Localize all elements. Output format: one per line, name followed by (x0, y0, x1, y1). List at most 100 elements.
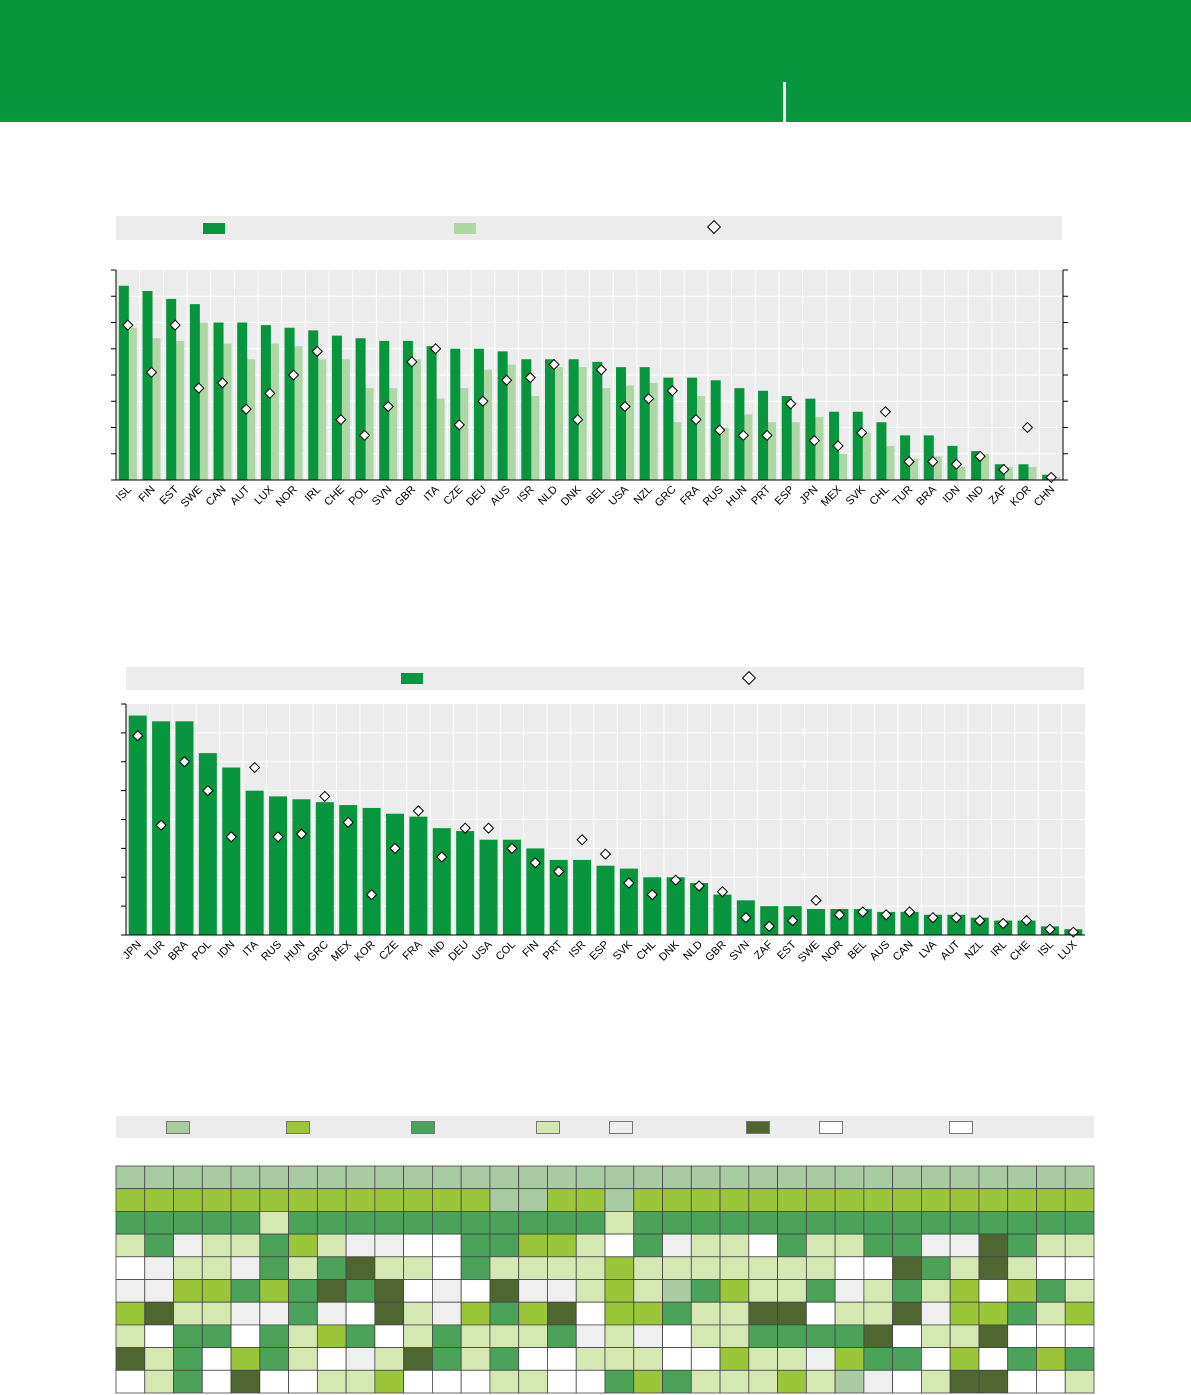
chart1-xtick-label: IND (964, 484, 986, 506)
chart2-diamond-mex (342, 816, 354, 829)
heatmap-cell (460, 1233, 491, 1258)
heatmap-cell (1036, 1256, 1066, 1280)
heatmap-cell (201, 1301, 232, 1326)
heatmap-cell (403, 1369, 433, 1394)
heatmap-cell (432, 1256, 462, 1280)
chart1-diamond-svn (382, 400, 394, 413)
chart1-bar-light-nld (552, 367, 563, 480)
heatmap-cell (662, 1324, 692, 1349)
chart2-xtick-label: SWE (796, 939, 822, 965)
chart2-diamond-deu (459, 822, 471, 834)
chart1-diamond-rus (714, 424, 726, 436)
chart1-xtick-label: BEL (584, 484, 607, 507)
heatmap-cell (115, 1301, 146, 1326)
chart1-xtick-label: CZE (441, 484, 465, 508)
heatmap-cell (230, 1233, 261, 1258)
heatmap-cell (805, 1233, 836, 1258)
heatmap-cell (777, 1369, 807, 1394)
heatmap-cell (1036, 1301, 1066, 1326)
heatmap-cell (1036, 1165, 1066, 1190)
heatmap-cell (690, 1279, 721, 1303)
heatmap-cell (230, 1279, 261, 1303)
chart1-diamond-svk (856, 427, 868, 439)
heatmap-cell (805, 1347, 836, 1371)
heatmap-cell (460, 1165, 491, 1190)
chart1-xtick-label: ITA (422, 483, 442, 503)
heatmap-legend-swatch-h (949, 1121, 973, 1134)
chart2-bar-dark-isr (573, 859, 592, 935)
heatmap-cell (115, 1233, 146, 1258)
heatmap-cell (949, 1211, 980, 1235)
chart2-diamond-fin (529, 857, 541, 869)
heatmap-cell (748, 1165, 778, 1190)
heatmap-cell (316, 1256, 347, 1280)
heatmap-cell (892, 1188, 922, 1212)
chart1-diamond-aut (240, 403, 252, 415)
heatmap-cell (345, 1188, 376, 1212)
heatmap-cell (374, 1301, 405, 1326)
heatmap-cell (604, 1256, 635, 1280)
heatmap-cell (288, 1301, 318, 1326)
heatmap-cell (259, 1324, 289, 1349)
heatmap-cell (834, 1165, 865, 1190)
heatmap-legend-swatch-a (166, 1121, 190, 1134)
chart1-bar-light-irl (316, 359, 327, 480)
heatmap-cell (460, 1301, 491, 1326)
heatmap-cell (489, 1369, 520, 1394)
heatmap-cell (374, 1188, 405, 1212)
chart2-diamond-che (1020, 914, 1033, 927)
chart2-bar-dark-dnk (666, 877, 685, 935)
chart1-bar-dark-est (166, 298, 177, 480)
heatmap-cell (230, 1369, 261, 1394)
heatmap-cell (432, 1165, 462, 1190)
chart2-xtick-label: HUN (282, 939, 307, 964)
heatmap-cell (489, 1279, 520, 1303)
heatmap-cell (978, 1301, 1009, 1326)
chart1-diamond-can (216, 377, 229, 389)
heatmap-cell (144, 1347, 174, 1371)
heatmap-cell (978, 1256, 1009, 1280)
heatmap-cell (460, 1279, 491, 1303)
heatmap-cell (173, 1279, 203, 1303)
heatmap-cell (144, 1324, 174, 1349)
heatmap-cell (863, 1324, 894, 1349)
chart1-xtick-label: USA (607, 483, 632, 508)
heatmap-cell (748, 1211, 778, 1235)
chart1-bar-dark-bra (923, 435, 934, 480)
heatmap-cell (921, 1256, 951, 1280)
chart1-bar-light-isr (529, 396, 540, 480)
heatmap-cell (1064, 1188, 1095, 1212)
heatmap-cell (921, 1233, 951, 1258)
heatmap-cell (1064, 1324, 1095, 1349)
heatmap-cell (1064, 1301, 1095, 1326)
heatmap-cell (604, 1347, 635, 1371)
chart1-bar-dark-isl (118, 285, 129, 480)
heatmap-cell (489, 1324, 520, 1349)
heatmap-cell (892, 1256, 922, 1280)
heatmap-cell (460, 1324, 491, 1349)
chart2-bar-dark-jpn (128, 715, 147, 935)
heatmap-cell (115, 1188, 146, 1212)
chart1-diamond-bra (927, 455, 939, 468)
chart1-bar-light-aus (505, 364, 516, 480)
chart1-bar-light-svn (387, 388, 398, 480)
chart1-bar-light-lux (268, 343, 279, 480)
chart2-bar-dark-mex (339, 805, 358, 935)
chart1-xtick-label: MEX (819, 483, 845, 509)
heatmap-cell (547, 1233, 577, 1258)
chart1-diamond-hun (737, 429, 750, 442)
chart1-diamond-isr (524, 371, 536, 384)
chart1-bar-light-svk (860, 432, 871, 480)
heatmap-cell (547, 1211, 577, 1235)
chart1-legend-swatch-light (454, 223, 476, 234)
heatmap-cell (633, 1279, 663, 1303)
heatmap-cell (690, 1165, 721, 1190)
heatmap-cell (288, 1279, 318, 1303)
chart1-bar-light-gbr (410, 359, 421, 480)
heatmap-cell (1007, 1279, 1037, 1303)
heatmap-cell (1036, 1347, 1066, 1371)
chart1-bar-dark-irl (308, 330, 319, 480)
chart1-bar-light-fin (150, 338, 161, 480)
heatmap-cell (805, 1188, 836, 1212)
